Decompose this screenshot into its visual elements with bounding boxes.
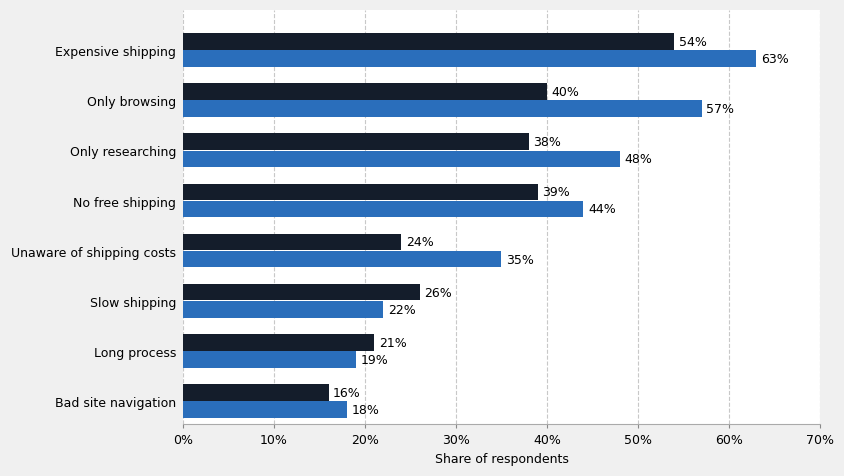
Bar <box>183 251 500 268</box>
Bar <box>183 84 546 100</box>
X-axis label: Share of respondents: Share of respondents <box>434 452 568 465</box>
Text: 35%: 35% <box>506 253 533 266</box>
Bar <box>183 351 355 368</box>
Bar <box>183 234 401 251</box>
Text: 54%: 54% <box>678 36 706 49</box>
Bar <box>183 385 328 401</box>
Text: 18%: 18% <box>351 403 379 416</box>
Text: 40%: 40% <box>551 86 579 99</box>
Text: 26%: 26% <box>424 286 452 299</box>
Bar <box>183 151 619 168</box>
Bar <box>183 101 701 118</box>
Text: 16%: 16% <box>333 386 360 399</box>
Text: 48%: 48% <box>624 153 652 166</box>
Text: 63%: 63% <box>760 53 787 66</box>
Text: 44%: 44% <box>587 203 615 216</box>
Bar <box>183 34 674 50</box>
Text: 38%: 38% <box>533 136 560 149</box>
Text: 22%: 22% <box>387 303 415 316</box>
Bar <box>183 301 382 318</box>
Bar <box>183 201 582 218</box>
Text: 39%: 39% <box>542 186 570 199</box>
Bar <box>183 334 374 351</box>
Text: 24%: 24% <box>405 236 433 249</box>
Bar <box>183 401 346 418</box>
Bar <box>183 184 538 201</box>
Bar <box>183 51 755 68</box>
Bar <box>183 134 528 150</box>
Text: 57%: 57% <box>706 103 733 116</box>
Text: 21%: 21% <box>378 336 406 349</box>
Bar <box>183 284 419 301</box>
Text: 19%: 19% <box>360 353 387 366</box>
